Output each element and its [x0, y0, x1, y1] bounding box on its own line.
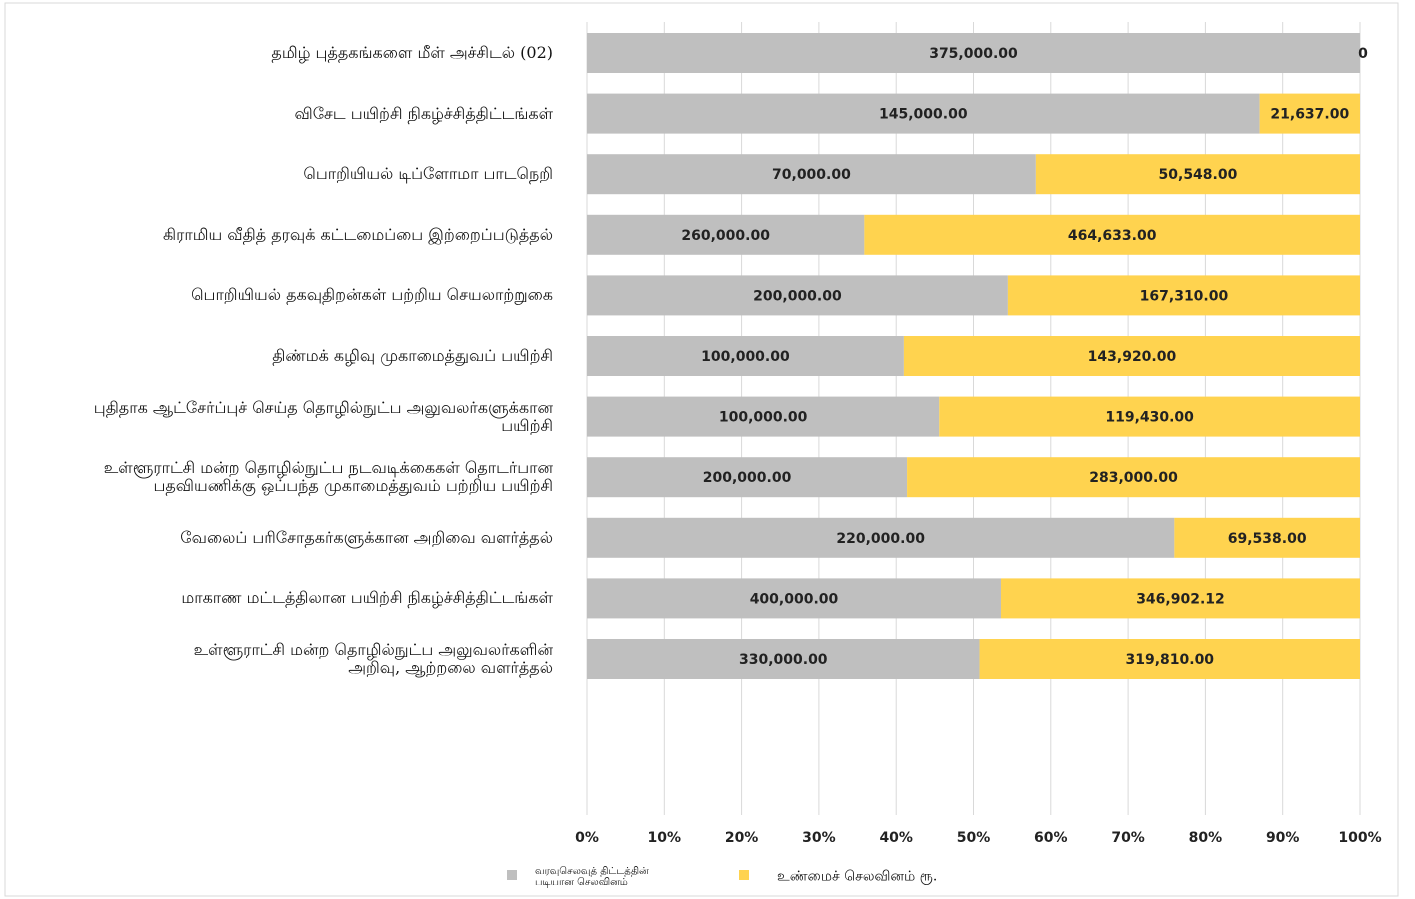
data-label: 100,000.00 — [719, 410, 808, 426]
bar-segment — [907, 457, 1360, 498]
bar-segment — [1174, 517, 1360, 558]
bar-segment — [587, 33, 1360, 73]
legend-label: வரவுசெலவுத் திட்டத்தின் படியான செலவினம் — [535, 866, 649, 888]
y-tick-label: தமிழ் புத்தகங்களை மீள் அச்சிடல் (02) — [271, 43, 553, 62]
bar-segment — [587, 578, 1001, 619]
legend-swatch — [739, 870, 749, 880]
data-label: 464,633.00 — [1068, 228, 1157, 244]
data-label: 260,000.00 — [681, 228, 770, 244]
y-tick-label: உள்ளூராட்சி மன்ற தொழில்நுட்ப நடவடிக்கைகள… — [103, 458, 553, 496]
x-tick-label: 90% — [1266, 830, 1300, 846]
data-label: 375,000.00 — [929, 46, 1018, 62]
x-tick-label: 80% — [1189, 830, 1223, 846]
data-label: 346,902.12 — [1136, 591, 1225, 607]
x-tick-label: 20% — [725, 830, 759, 846]
bar-segment — [1035, 154, 1360, 195]
data-label: 400,000.00 — [750, 591, 839, 607]
data-label: 143,920.00 — [1088, 349, 1177, 365]
bar-segment — [587, 517, 1175, 558]
x-tick-label: 40% — [879, 830, 913, 846]
data-label: 200,000.00 — [753, 288, 842, 304]
bar-segment — [1007, 275, 1360, 316]
bar-segment — [587, 214, 865, 255]
data-label: 330,000.00 — [739, 652, 828, 668]
bar-segment — [903, 336, 1360, 376]
y-tick-label: பொறியியல் டிப்ளோமா பாடநெறி — [303, 164, 553, 184]
bar-segment — [939, 396, 1360, 437]
x-tick-label: 60% — [1034, 830, 1068, 846]
data-label: 21,637.00 — [1270, 107, 1349, 123]
y-tick-label: கிராமிய வீதித் தரவுக் கட்டமைப்பை இற்றைப்… — [163, 224, 553, 244]
bar-segment — [587, 396, 940, 437]
y-tick-label: மாகாண மட்டத்திலான பயிற்சி நிகழ்ச்சித்திட… — [181, 588, 553, 608]
data-label: 119,430.00 — [1105, 410, 1194, 426]
data-label: 220,000.00 — [836, 531, 925, 547]
x-tick-label: 100% — [1338, 830, 1381, 846]
bar-segment — [587, 154, 1036, 195]
data-label: 70,000.00 — [772, 167, 851, 183]
bar-segment — [587, 93, 1260, 134]
data-label: 50,548.00 — [1159, 167, 1238, 183]
data-label: 0 — [1358, 46, 1368, 62]
bar-segment — [587, 457, 908, 498]
bar-segment — [864, 214, 1360, 255]
legend-label: உண்மைச் செலவினம் ரூ. — [777, 868, 938, 885]
data-label: 100,000.00 — [701, 349, 790, 365]
x-tick-label: 50% — [957, 830, 991, 846]
data-label: 319,810.00 — [1125, 652, 1214, 668]
y-tick-label: விசேட பயிற்சி நிகழ்ச்சித்திட்டங்கள் — [294, 103, 553, 123]
data-label: 283,000.00 — [1089, 470, 1178, 486]
bar-segment — [979, 639, 1360, 679]
bar-segment — [1259, 93, 1360, 134]
y-tick-label: உள்ளூராட்சி மன்ற தொழில்நுட்ப அலுவலர்களின… — [193, 640, 553, 677]
x-tick-label: 0% — [575, 830, 599, 846]
x-tick-label: 10% — [648, 830, 682, 846]
y-tick-label: புதிதாக ஆட்சேர்ப்புச் செய்த தொழில்நுட்ப … — [93, 397, 553, 435]
y-tick-label: பொறியியல் தகவுதிறன்கள் பற்றிய செயலாற்றுக… — [191, 285, 553, 305]
bar-segment — [587, 336, 904, 376]
bar-segment — [587, 275, 1008, 316]
data-label: 145,000.00 — [879, 107, 968, 123]
bar-segment — [1000, 578, 1360, 619]
y-tick-label: திண்மக் கழிவு முகாமைத்துவப் பயிற்சி — [272, 346, 553, 365]
data-label: 200,000.00 — [703, 470, 792, 486]
bar-segment — [587, 639, 980, 679]
data-label: 69,538.00 — [1228, 531, 1307, 547]
x-tick-label: 70% — [1111, 830, 1145, 846]
chart-frame — [4, 2, 1399, 897]
y-tick-label: வேலைப் பரிசோதகர்களுக்கான அறிவை வளர்த்தல் — [180, 527, 553, 547]
legend-swatch — [507, 870, 517, 880]
x-tick-label: 30% — [802, 830, 836, 846]
data-label: 167,310.00 — [1140, 288, 1229, 304]
